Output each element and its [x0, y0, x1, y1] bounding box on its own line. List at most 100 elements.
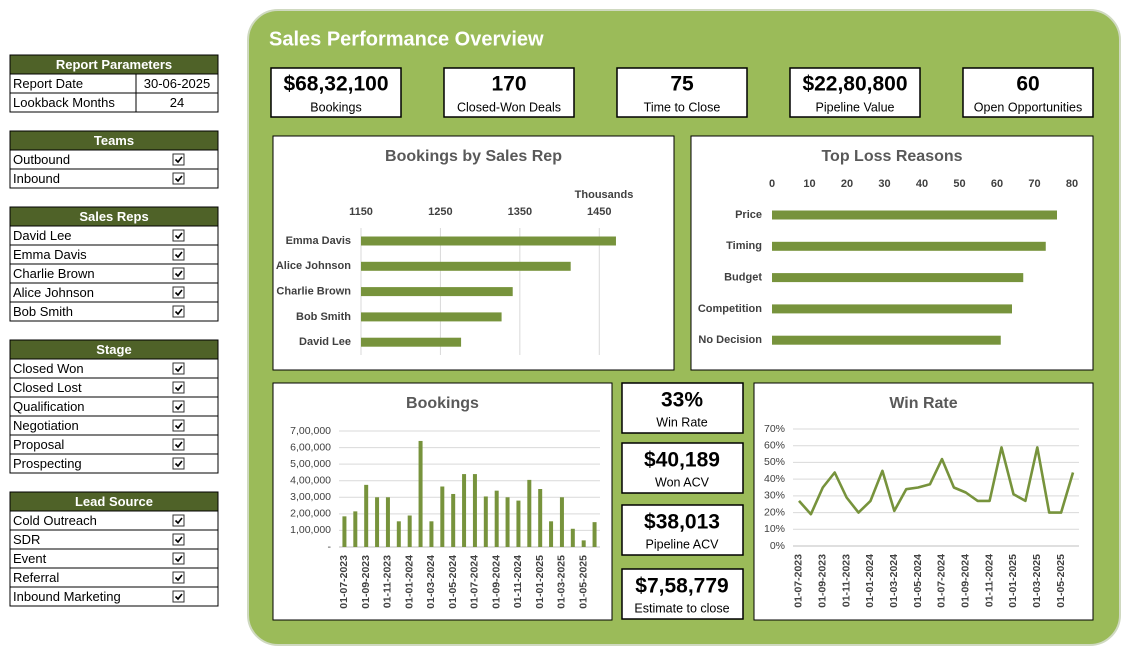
- kpi-value: 60: [1016, 73, 1039, 96]
- bar: [353, 511, 358, 547]
- checkbox[interactable]: [172, 514, 185, 527]
- checkmark: [174, 403, 183, 411]
- checkmark: [174, 365, 183, 373]
- table-row: [9, 453, 219, 474]
- checkmark: [174, 308, 183, 316]
- chart-title: Bookings: [406, 395, 479, 412]
- checkbox[interactable]: [172, 286, 185, 299]
- category-label: Charlie Brown: [276, 286, 351, 298]
- category-label: Timing: [726, 240, 762, 252]
- bar: [772, 210, 1057, 220]
- x-tick-label: 01-11-2023: [382, 555, 394, 608]
- bar: [364, 484, 369, 547]
- checkbox[interactable]: [172, 400, 185, 413]
- y-tick-label: 20%: [764, 506, 785, 518]
- param-value: 24: [170, 95, 184, 110]
- bar: [342, 516, 347, 547]
- chart-title: Top Loss Reasons: [821, 148, 962, 165]
- x-tick-label: 01-11-2024: [983, 554, 995, 607]
- x-tick-label: 01-09-2023: [817, 554, 829, 608]
- filter-item: David Lee: [13, 228, 72, 243]
- checkmark: [174, 384, 183, 392]
- checkbox[interactable]: [172, 381, 185, 394]
- bar: [538, 489, 543, 547]
- filter-item: Bob Smith: [13, 304, 73, 319]
- kpi-value: 33%: [661, 389, 703, 412]
- checkmark: [174, 555, 183, 563]
- bar: [592, 522, 597, 547]
- checkbox[interactable]: [172, 590, 185, 603]
- category-label: No Decision: [698, 334, 762, 346]
- kpi-label: Bookings: [310, 100, 361, 114]
- checkmark: [174, 460, 183, 468]
- table-row: [9, 168, 219, 189]
- checkbox[interactable]: [172, 153, 185, 166]
- x-tick-label: 80: [1066, 178, 1078, 190]
- x-tick-label: 01-07-2024: [469, 555, 481, 609]
- checkbox[interactable]: [172, 362, 185, 375]
- bar: [407, 515, 412, 547]
- x-tick-label: 30: [878, 178, 890, 190]
- bar: [772, 335, 1001, 345]
- y-tick-label: 4,00,000: [290, 474, 331, 486]
- checkbox[interactable]: [172, 533, 185, 546]
- kpi-card: [616, 67, 748, 118]
- x-tick-label: 01-05-2025: [577, 555, 589, 609]
- x-tick-label: 01-03-2024: [888, 554, 900, 608]
- checkbox[interactable]: [172, 267, 185, 280]
- kpi-card: [621, 382, 744, 434]
- bar: [361, 261, 571, 271]
- y-tick-label: 10%: [764, 523, 785, 535]
- bar: [361, 312, 502, 322]
- kpi-label: Won ACV: [655, 475, 710, 489]
- kpi-card: [621, 568, 744, 620]
- chart-title: Win Rate: [889, 395, 957, 412]
- table-header-text: Sales Reps: [79, 209, 148, 224]
- checkbox[interactable]: [172, 571, 185, 584]
- checkbox[interactable]: [172, 419, 185, 432]
- checkbox[interactable]: [172, 552, 185, 565]
- x-tick-label: 70: [1028, 178, 1040, 190]
- checkbox[interactable]: [172, 305, 185, 318]
- bar: [429, 521, 434, 547]
- x-tick-label: 0: [769, 178, 775, 190]
- table-header-text: Stage: [96, 342, 131, 357]
- param-label: Report Date: [13, 76, 83, 91]
- kpi-label: Open Opportunities: [974, 100, 1082, 114]
- checkbox[interactable]: [172, 229, 185, 242]
- kpi-value: $68,32,100: [283, 73, 388, 96]
- x-tick-label: 60: [991, 178, 1003, 190]
- bar: [472, 474, 477, 547]
- param-value: 30-06-2025: [144, 76, 211, 91]
- checkmark: [174, 536, 183, 544]
- y-tick-label: 30%: [764, 490, 785, 502]
- kpi-value: 75: [670, 73, 694, 96]
- checkbox[interactable]: [172, 248, 185, 261]
- checkmark: [174, 251, 183, 259]
- x-tick-label: 01-09-2024: [960, 554, 972, 608]
- bar: [505, 497, 510, 547]
- bar: [375, 497, 380, 547]
- kpi-value: $7,58,779: [635, 575, 728, 598]
- filter-item: Closed Won: [13, 361, 84, 376]
- checkbox[interactable]: [172, 457, 185, 470]
- checkbox[interactable]: [172, 172, 185, 185]
- x-tick-label: 01-09-2023: [360, 555, 372, 609]
- table-row: [9, 92, 219, 113]
- table-row: [9, 529, 219, 550]
- filter-item: Event: [13, 551, 47, 566]
- category-label: David Lee: [299, 336, 351, 348]
- bar: [440, 486, 445, 547]
- bar: [361, 287, 513, 297]
- category-label: Bob Smith: [296, 311, 351, 323]
- table-header-text: Lead Source: [75, 494, 153, 509]
- bar: [772, 304, 1012, 314]
- x-tick-label: 1450: [587, 206, 611, 218]
- bar: [361, 337, 462, 347]
- table-row: [9, 586, 219, 607]
- x-tick-label: 01-03-2024: [425, 555, 437, 609]
- table-header-text: Teams: [94, 133, 134, 148]
- y-tick-label: 5,00,000: [290, 458, 331, 470]
- checkbox[interactable]: [172, 438, 185, 451]
- filter-item: Emma Davis: [13, 247, 87, 262]
